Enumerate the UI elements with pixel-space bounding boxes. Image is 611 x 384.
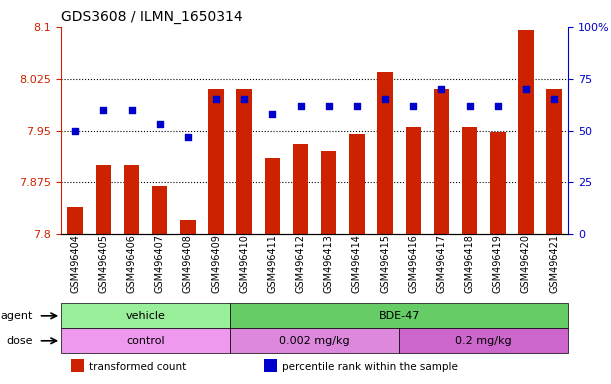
Point — [408, 103, 418, 109]
Text: GSM496409: GSM496409 — [211, 234, 221, 293]
Bar — [321, 151, 337, 234]
Bar — [124, 165, 139, 234]
Text: 0.2 mg/kg: 0.2 mg/kg — [455, 336, 512, 346]
Point — [465, 103, 475, 109]
Bar — [349, 134, 365, 234]
Text: GSM496419: GSM496419 — [493, 234, 503, 293]
Bar — [293, 144, 309, 234]
Bar — [406, 127, 421, 234]
Text: dose: dose — [7, 336, 33, 346]
Text: GSM496405: GSM496405 — [98, 234, 108, 293]
Bar — [71, 359, 84, 372]
Bar — [61, 303, 230, 328]
Point — [126, 107, 136, 113]
Text: vehicle: vehicle — [126, 311, 166, 321]
Bar — [546, 89, 562, 234]
Bar — [61, 328, 230, 353]
Point — [493, 103, 503, 109]
Bar — [399, 328, 568, 353]
Text: GSM496410: GSM496410 — [240, 234, 249, 293]
Bar — [230, 303, 568, 328]
Text: GSM496416: GSM496416 — [408, 234, 419, 293]
Text: GSM496407: GSM496407 — [155, 234, 165, 293]
Text: agent: agent — [1, 311, 33, 321]
Point — [155, 121, 164, 127]
Text: GSM496406: GSM496406 — [126, 234, 136, 293]
Bar — [518, 30, 534, 234]
Text: transformed count: transformed count — [89, 362, 186, 372]
Bar — [180, 220, 196, 234]
Point — [380, 96, 390, 103]
Text: 0.002 mg/kg: 0.002 mg/kg — [279, 336, 350, 346]
Text: GDS3608 / ILMN_1650314: GDS3608 / ILMN_1650314 — [61, 10, 243, 25]
Text: control: control — [126, 336, 165, 346]
Text: BDE-47: BDE-47 — [378, 311, 420, 321]
Bar — [152, 186, 167, 234]
Bar — [208, 89, 224, 234]
Bar — [236, 89, 252, 234]
Bar — [434, 89, 449, 234]
Point — [296, 103, 306, 109]
Bar — [490, 132, 505, 234]
Point — [436, 86, 446, 92]
Bar — [67, 207, 83, 234]
Point — [352, 103, 362, 109]
Text: GSM496412: GSM496412 — [296, 234, 306, 293]
Text: GSM496411: GSM496411 — [268, 234, 277, 293]
Bar — [378, 72, 393, 234]
Text: GSM496420: GSM496420 — [521, 234, 531, 293]
Bar — [462, 127, 477, 234]
Point — [549, 96, 559, 103]
Point — [521, 86, 531, 92]
Text: GSM496415: GSM496415 — [380, 234, 390, 293]
Text: GSM496404: GSM496404 — [70, 234, 80, 293]
Bar — [264, 359, 277, 372]
Text: GSM496408: GSM496408 — [183, 234, 193, 293]
Text: GSM496418: GSM496418 — [464, 234, 475, 293]
Bar — [230, 328, 399, 353]
Text: GSM496413: GSM496413 — [324, 234, 334, 293]
Point — [98, 107, 108, 113]
Point — [183, 134, 193, 140]
Bar — [95, 165, 111, 234]
Bar — [265, 158, 280, 234]
Text: GSM496414: GSM496414 — [352, 234, 362, 293]
Point — [268, 111, 277, 117]
Point — [211, 96, 221, 103]
Point — [240, 96, 249, 103]
Point — [324, 103, 334, 109]
Point — [70, 127, 80, 134]
Text: percentile rank within the sample: percentile rank within the sample — [282, 362, 458, 372]
Text: GSM496421: GSM496421 — [549, 234, 559, 293]
Text: GSM496417: GSM496417 — [436, 234, 447, 293]
